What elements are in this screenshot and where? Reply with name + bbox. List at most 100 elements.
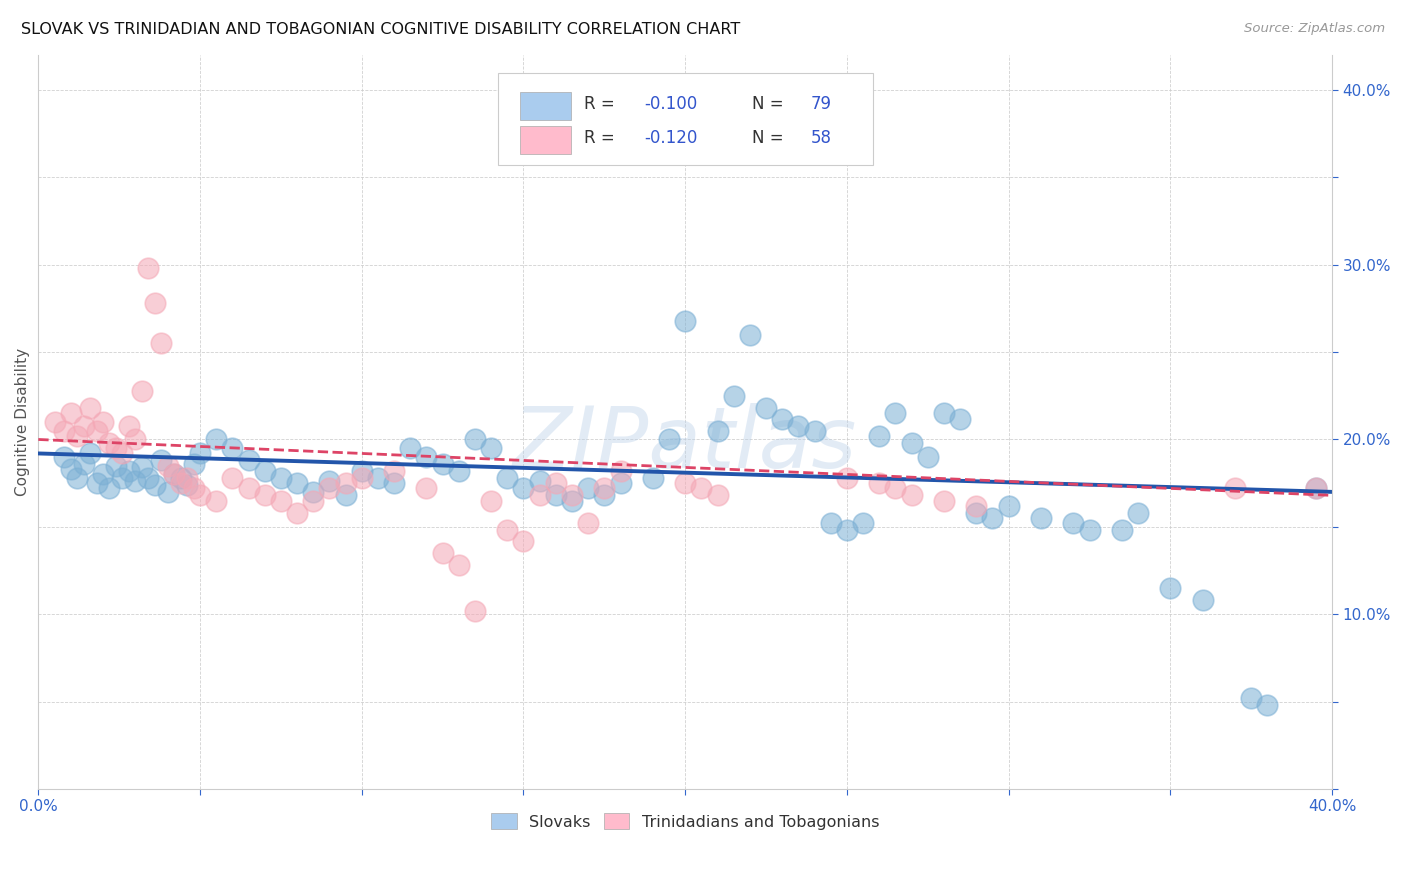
Point	[318, 482, 340, 496]
Point	[690, 482, 713, 496]
Point	[253, 488, 276, 502]
Point	[932, 493, 955, 508]
Point	[176, 478, 198, 492]
Point	[1305, 482, 1327, 496]
Text: -0.100: -0.100	[644, 95, 697, 112]
Point	[884, 482, 907, 496]
Point	[917, 450, 939, 464]
Point	[350, 471, 373, 485]
Text: ZIPatlas: ZIPatlas	[513, 402, 858, 485]
Point	[464, 604, 486, 618]
Point	[156, 484, 179, 499]
Point	[576, 482, 599, 496]
Point	[91, 415, 114, 429]
Point	[143, 296, 166, 310]
Point	[787, 418, 810, 433]
Point	[143, 478, 166, 492]
Point	[66, 471, 89, 485]
Point	[835, 471, 858, 485]
Point	[1305, 482, 1327, 496]
Point	[529, 488, 551, 502]
Point	[884, 406, 907, 420]
Point	[1240, 691, 1263, 706]
Point	[98, 436, 121, 450]
Point	[111, 446, 134, 460]
Text: R =: R =	[585, 95, 620, 112]
Point	[576, 516, 599, 531]
Point	[1191, 593, 1213, 607]
Point	[447, 464, 470, 478]
Point	[118, 418, 141, 433]
Point	[1256, 698, 1278, 712]
Point	[415, 450, 437, 464]
Point	[544, 488, 567, 502]
Point	[205, 493, 228, 508]
Point	[1223, 482, 1246, 496]
Point	[59, 462, 82, 476]
Point	[641, 471, 664, 485]
Point	[609, 464, 631, 478]
Y-axis label: Cognitive Disability: Cognitive Disability	[15, 348, 30, 496]
Point	[900, 488, 922, 502]
Point	[169, 471, 191, 485]
Point	[302, 484, 325, 499]
Point	[868, 429, 890, 443]
Point	[53, 450, 76, 464]
Point	[86, 424, 108, 438]
Point	[447, 558, 470, 573]
Point	[156, 458, 179, 473]
Text: -0.120: -0.120	[644, 129, 697, 147]
Point	[512, 482, 534, 496]
Text: 79: 79	[811, 95, 832, 112]
Point	[1111, 524, 1133, 538]
Point	[981, 511, 1004, 525]
Point	[318, 475, 340, 489]
Point	[593, 488, 616, 502]
Point	[59, 406, 82, 420]
Point	[188, 446, 211, 460]
Point	[932, 406, 955, 420]
Point	[163, 467, 186, 482]
Text: 58: 58	[811, 129, 832, 147]
Point	[124, 433, 146, 447]
FancyBboxPatch shape	[520, 127, 571, 154]
Point	[111, 471, 134, 485]
Point	[136, 471, 159, 485]
Point	[350, 464, 373, 478]
Point	[755, 401, 778, 415]
Point	[658, 433, 681, 447]
Text: N =: N =	[752, 129, 789, 147]
Point	[72, 418, 94, 433]
Point	[382, 476, 405, 491]
Point	[1159, 581, 1181, 595]
Point	[900, 436, 922, 450]
Point	[131, 384, 153, 398]
Point	[53, 424, 76, 438]
Point	[285, 506, 308, 520]
Point	[835, 524, 858, 538]
Point	[79, 446, 101, 460]
Point	[118, 464, 141, 478]
Text: Source: ZipAtlas.com: Source: ZipAtlas.com	[1244, 22, 1385, 36]
Point	[98, 482, 121, 496]
Point	[770, 411, 793, 425]
Point	[86, 476, 108, 491]
Point	[188, 488, 211, 502]
Point	[609, 476, 631, 491]
Point	[1062, 516, 1084, 531]
Point	[415, 482, 437, 496]
Point	[221, 471, 243, 485]
Point	[803, 424, 825, 438]
Point	[673, 476, 696, 491]
Point	[176, 471, 198, 485]
Point	[205, 433, 228, 447]
Point	[183, 457, 205, 471]
Point	[706, 424, 728, 438]
Point	[673, 314, 696, 328]
Point	[131, 460, 153, 475]
Text: N =: N =	[752, 95, 789, 112]
Point	[270, 493, 292, 508]
Point	[496, 471, 519, 485]
Point	[104, 441, 127, 455]
Point	[367, 471, 389, 485]
